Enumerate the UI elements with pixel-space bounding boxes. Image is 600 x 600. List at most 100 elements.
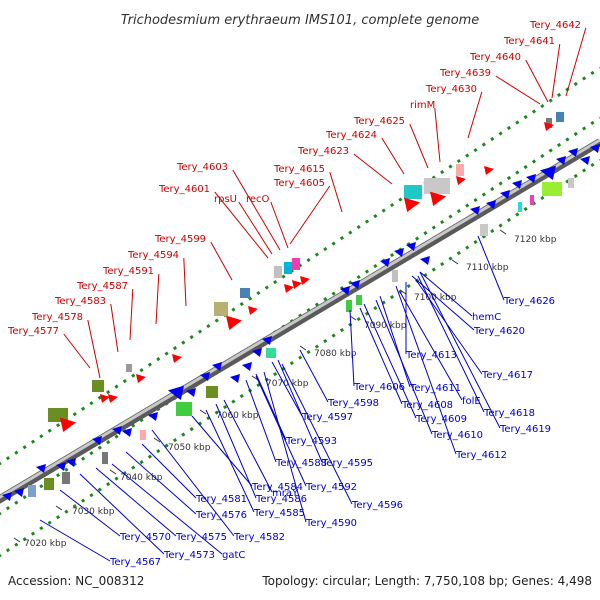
gene-arrow[interactable] (200, 372, 210, 381)
feature-block[interactable] (530, 195, 534, 205)
gene-arrow[interactable] (2, 492, 12, 501)
top-gene-label[interactable]: Tery_4583 (54, 296, 106, 307)
gene-arrow[interactable] (252, 348, 262, 357)
bottom-gene-label[interactable]: Tery_4612 (455, 450, 507, 461)
bottom-gene-label[interactable]: Tery_4593 (285, 436, 337, 447)
top-gene-label[interactable]: Tery_4615 (273, 164, 325, 175)
feature-block[interactable] (62, 472, 70, 484)
feature-block[interactable] (28, 485, 36, 497)
top-gene-label[interactable]: Tery_4577 (7, 326, 59, 337)
feature-block[interactable] (356, 295, 362, 305)
top-gene-label[interactable]: Tery_4630 (425, 84, 477, 95)
feature-block[interactable] (206, 386, 218, 398)
feature-block[interactable] (346, 300, 352, 312)
gene-arrow[interactable] (500, 190, 510, 199)
gene-arrow[interactable] (540, 165, 556, 180)
bottom-gene-label[interactable]: Tery_4598 (327, 398, 379, 409)
gene-arrow[interactable] (112, 426, 122, 435)
gene-arrow[interactable] (226, 315, 242, 330)
gene-arrow[interactable] (122, 428, 132, 437)
feature-block[interactable] (126, 364, 132, 372)
feature-block[interactable] (240, 288, 250, 298)
bottom-gene-label[interactable]: Tery_4582 (233, 532, 285, 543)
bottom-gene-label[interactable]: Tery_4606 (353, 382, 405, 393)
bottom-gene-label[interactable]: Tery_4588 (275, 458, 327, 469)
feature-block[interactable] (92, 380, 104, 392)
gene-arrow[interactable] (36, 464, 46, 473)
bottom-gene-label[interactable]: Tery_4586 (255, 494, 307, 505)
top-gene-label[interactable]: Tery_4591 (102, 266, 154, 277)
bottom-gene-label[interactable]: Tery_4581 (195, 494, 247, 505)
bottom-gene-label[interactable]: Tery_4597 (301, 412, 353, 423)
gene-arrow[interactable] (14, 488, 24, 497)
gene-arrow[interactable] (340, 286, 350, 295)
top-gene-label[interactable]: Tery_4641 (503, 36, 555, 47)
gene-arrow[interactable] (108, 394, 118, 403)
feature-block[interactable] (456, 164, 464, 176)
top-gene-label[interactable]: Tery_4587 (76, 281, 128, 292)
top-gene-label[interactable]: Tery_4601 (158, 184, 210, 195)
top-gene-label[interactable]: Tery_4578 (31, 312, 83, 323)
bottom-gene-label[interactable]: Tery_4620 (473, 326, 525, 337)
feature-block[interactable] (274, 266, 282, 278)
feature-block[interactable] (284, 262, 292, 274)
top-gene-label[interactable]: Tery_4599 (154, 234, 206, 245)
feature-block[interactable] (546, 118, 552, 128)
gene-arrow[interactable] (92, 436, 102, 445)
gene-arrow[interactable] (556, 156, 566, 165)
gene-arrow[interactable] (66, 458, 76, 467)
bottom-gene-label[interactable]: Tery_4595 (321, 458, 373, 469)
gene-arrow[interactable] (568, 148, 578, 157)
bottom-gene-label[interactable]: Tery_4570 (119, 532, 171, 543)
gene-arrow[interactable] (136, 374, 146, 383)
bottom-gene-label[interactable]: Tery_4608 (401, 400, 453, 411)
feature-block[interactable] (392, 270, 398, 282)
gene-arrow[interactable] (456, 176, 466, 185)
gene-arrow[interactable] (56, 462, 66, 471)
bottom-gene-label[interactable]: Tery_4618 (483, 408, 535, 419)
feature-block[interactable] (424, 178, 450, 194)
gene-arrow[interactable] (484, 166, 494, 175)
bottom-gene-label[interactable]: Tery_4626 (503, 296, 555, 307)
gene-arrow[interactable] (404, 197, 420, 212)
bottom-gene-label[interactable]: Tery_4617 (481, 370, 533, 381)
gene-arrow[interactable] (60, 417, 76, 432)
feature-block[interactable] (102, 452, 108, 464)
bottom-gene-label[interactable]: Tery_4590 (305, 518, 357, 529)
gene-arrow[interactable] (394, 248, 404, 257)
gene-arrow[interactable] (186, 388, 196, 397)
bottom-gene-label[interactable]: Tery_4567 (109, 557, 161, 568)
gene-arrow[interactable] (230, 374, 240, 383)
gene-arrow[interactable] (212, 362, 222, 371)
feature-block[interactable] (542, 182, 562, 196)
feature-block[interactable] (518, 202, 522, 212)
feature-block[interactable] (556, 112, 564, 122)
feature-block[interactable] (266, 348, 276, 358)
gene-arrow[interactable] (526, 174, 536, 183)
gene-arrow[interactable] (168, 385, 184, 400)
feature-block[interactable] (214, 302, 228, 316)
gene-arrow[interactable] (300, 276, 310, 285)
top-gene-label[interactable]: Tery_4639 (439, 68, 491, 79)
bottom-gene-label[interactable]: mraY (272, 488, 299, 499)
bottom-gene-label[interactable]: Tery_4610 (431, 430, 483, 441)
feature-block[interactable] (292, 258, 300, 270)
gene-arrow[interactable] (172, 354, 182, 363)
top-gene-label[interactable]: Tery_4642 (529, 20, 581, 31)
top-gene-label[interactable]: Tery_4594 (127, 250, 179, 261)
bottom-gene-label[interactable]: Tery_4611 (409, 383, 461, 394)
top-gene-label[interactable]: Tery_4625 (353, 116, 405, 127)
gene-arrow[interactable] (292, 280, 302, 289)
bottom-gene-label[interactable]: hemC (472, 312, 501, 323)
feature-block[interactable] (176, 402, 192, 416)
gene-arrow[interactable] (590, 144, 600, 153)
bottom-gene-label[interactable]: Tery_4613 (405, 350, 457, 361)
bottom-gene-label[interactable]: Tery_4596 (351, 500, 403, 511)
gene-arrow[interactable] (486, 200, 496, 209)
gene-arrow[interactable] (406, 242, 416, 251)
bottom-gene-label[interactable]: gatC (222, 550, 245, 561)
gene-arrow[interactable] (580, 156, 590, 165)
gene-arrow[interactable] (350, 280, 360, 289)
bottom-gene-label[interactable]: Tery_4592 (305, 482, 357, 493)
gene-arrow[interactable] (430, 191, 446, 206)
